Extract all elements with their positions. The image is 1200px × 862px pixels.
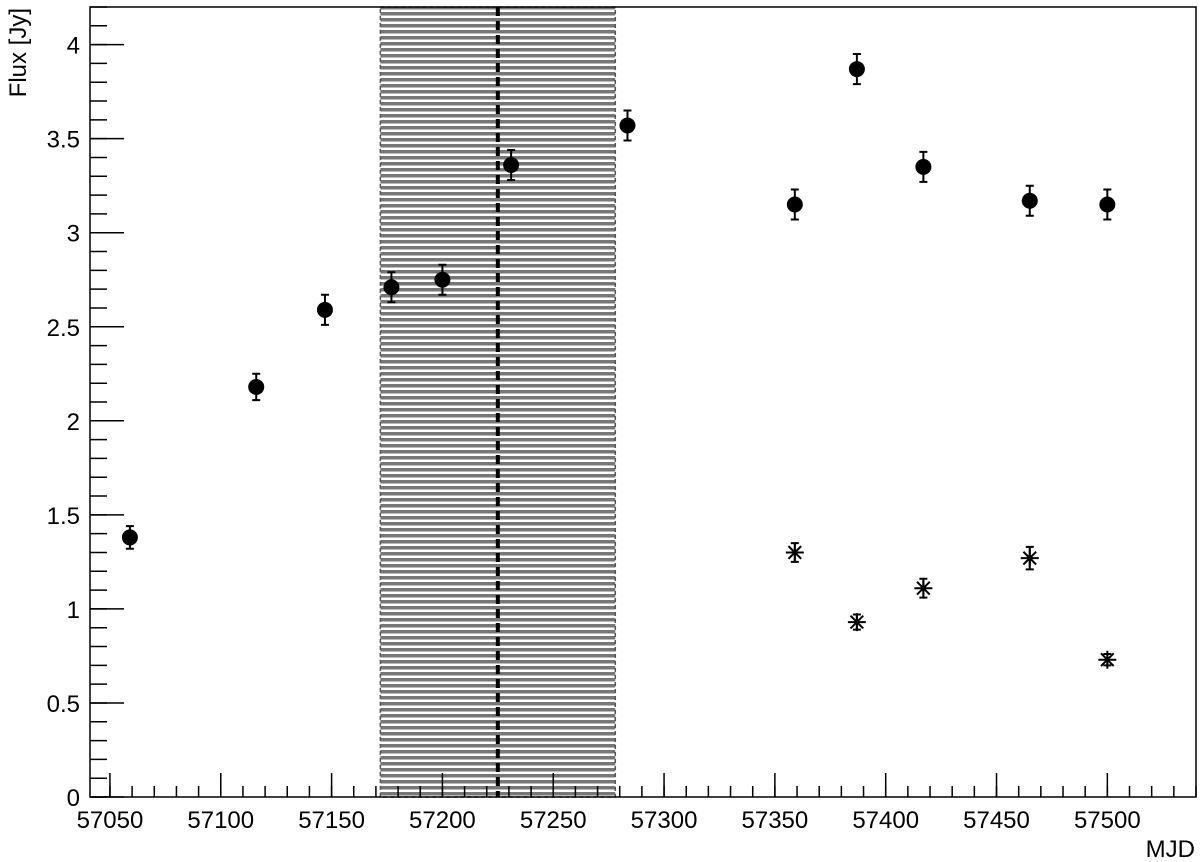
x-axis-title: MJD [1146, 836, 1195, 862]
data-point [619, 117, 636, 134]
x-tick-label: 57050 [77, 807, 144, 834]
y-tick-label: 2 [67, 409, 80, 436]
x-tick-label: 57200 [409, 807, 476, 834]
data-point [383, 279, 400, 296]
x-tick-label: 57350 [742, 807, 809, 834]
data-point [248, 378, 265, 395]
data-point [1098, 650, 1117, 669]
data-point [316, 301, 333, 318]
data-point [434, 271, 451, 288]
y-tick-label: 1.5 [47, 503, 80, 530]
data-point [121, 529, 138, 546]
y-tick-label: 2.5 [47, 315, 80, 342]
data-point [786, 196, 803, 213]
data-point [914, 579, 933, 598]
y-tick-label: 1 [67, 597, 80, 624]
y-tick-label: 0 [67, 785, 80, 812]
x-tick-label: 57500 [1074, 807, 1141, 834]
data-point [1021, 192, 1038, 209]
x-tick-label: 57100 [187, 807, 254, 834]
x-tick-label: 57400 [852, 807, 919, 834]
x-tick-label: 57300 [631, 807, 698, 834]
data-point [503, 157, 520, 173]
data-point [848, 61, 865, 78]
data-point [1099, 196, 1116, 213]
y-tick-label: 3 [67, 221, 80, 248]
data-point [915, 158, 932, 175]
data-point [1020, 549, 1039, 568]
plot-frame [89, 6, 1197, 798]
y-tick-label: 4 [67, 33, 80, 60]
x-tick-label: 57150 [298, 807, 365, 834]
x-tick-label: 57250 [520, 807, 587, 834]
y-axis-title: Flux [Jy] [5, 8, 32, 97]
data-point [785, 543, 804, 562]
y-tick-label: 0.5 [47, 691, 80, 718]
y-tick-label: 3.5 [47, 127, 80, 154]
x-tick-label: 57450 [963, 807, 1030, 834]
data-point [847, 613, 866, 632]
